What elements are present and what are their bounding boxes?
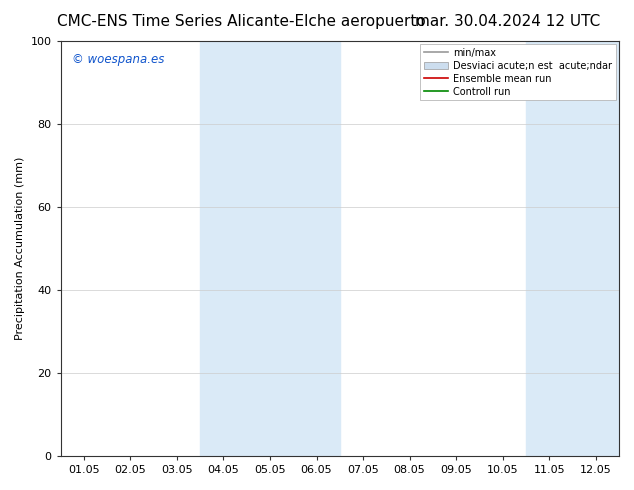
- Y-axis label: Precipitation Accumulation (mm): Precipitation Accumulation (mm): [15, 157, 25, 340]
- Bar: [200, 41, 340, 456]
- Text: CMC-ENS Time Series Alicante-Elche aeropuerto: CMC-ENS Time Series Alicante-Elche aerop…: [56, 14, 425, 29]
- Text: mar. 30.04.2024 12 UTC: mar. 30.04.2024 12 UTC: [415, 14, 600, 29]
- Bar: [526, 41, 634, 456]
- Text: © woespana.es: © woespana.es: [72, 53, 164, 67]
- Legend: min/max, Desviaci acute;n est  acute;ndar, Ensemble mean run, Controll run: min/max, Desviaci acute;n est acute;ndar…: [420, 44, 616, 100]
